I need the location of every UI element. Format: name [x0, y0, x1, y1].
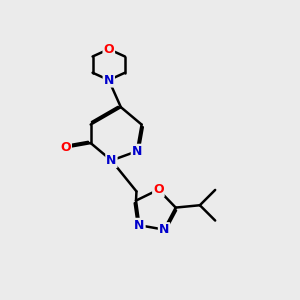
Text: N: N: [132, 145, 142, 158]
Text: O: O: [60, 141, 71, 154]
Text: N: N: [159, 223, 169, 236]
Text: O: O: [153, 183, 164, 196]
Text: O: O: [103, 43, 114, 56]
Text: N: N: [134, 219, 145, 232]
Text: N: N: [106, 154, 117, 167]
Text: N: N: [103, 74, 114, 87]
